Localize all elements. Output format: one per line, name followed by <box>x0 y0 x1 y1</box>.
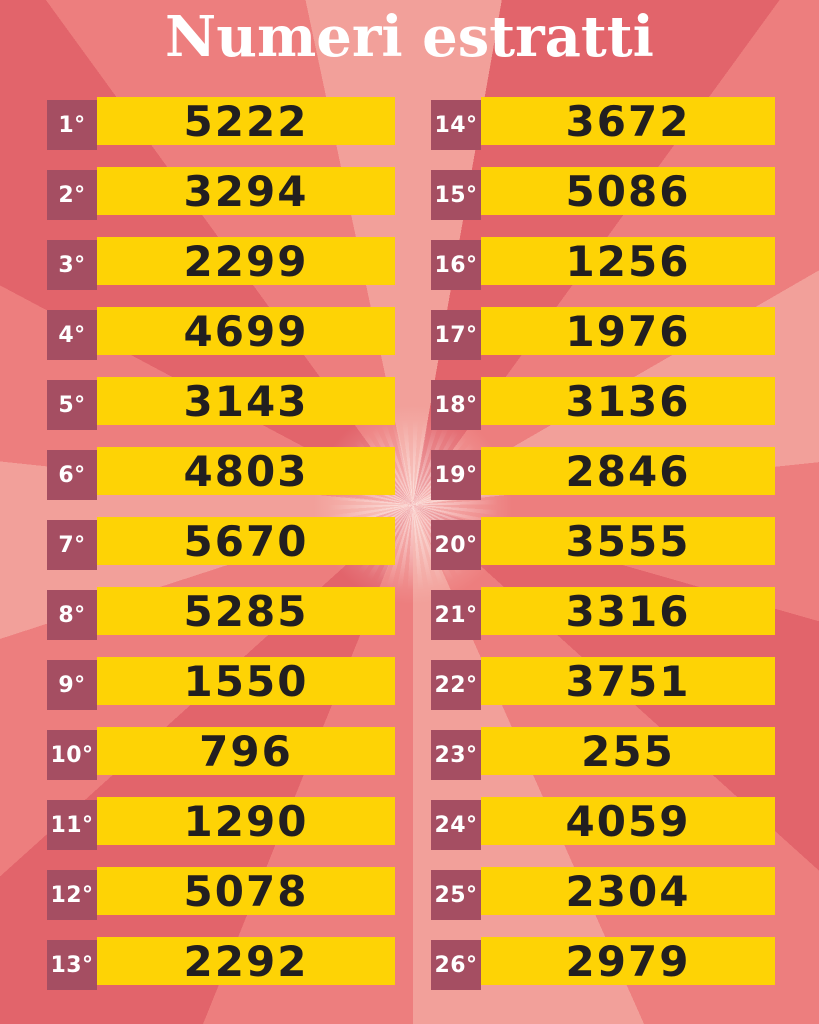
drawn-number-row: 8° 5285 <box>47 587 395 640</box>
rank-badge: 23° <box>431 730 481 780</box>
drawn-number-row: 24° 4059 <box>431 797 775 850</box>
number-plate: 2292 <box>97 937 395 986</box>
rank-badge: 11° <box>47 800 97 850</box>
number-plate: 3672 <box>481 97 775 146</box>
rank-badge: 2° <box>47 170 97 220</box>
results-column-left: 1° 5222 2° 3294 3° 2299 4° 4699 5° 3143 … <box>47 97 395 990</box>
drawn-number-row: 2° 3294 <box>47 167 395 220</box>
rank-badge: 5° <box>47 380 97 430</box>
number-plate: 5078 <box>97 867 395 916</box>
rank-badge: 26° <box>431 940 481 990</box>
number-plate: 1256 <box>481 237 775 286</box>
rank-badge: 8° <box>47 590 97 640</box>
rank-badge: 1° <box>47 100 97 150</box>
drawn-number-row: 9° 1550 <box>47 657 395 710</box>
rank-badge: 17° <box>431 310 481 360</box>
number-plate: 2979 <box>481 937 775 986</box>
drawn-number-row: 7° 5670 <box>47 517 395 570</box>
number-plate: 3316 <box>481 587 775 636</box>
drawn-number-row: 18° 3136 <box>431 377 775 430</box>
number-plate: 3136 <box>481 377 775 426</box>
rank-badge: 21° <box>431 590 481 640</box>
number-plate: 796 <box>97 727 395 776</box>
number-plate: 5086 <box>481 167 775 216</box>
drawn-number-row: 16° 1256 <box>431 237 775 290</box>
drawn-number-row: 15° 5086 <box>431 167 775 220</box>
rank-badge: 22° <box>431 660 481 710</box>
drawn-number-row: 26° 2979 <box>431 937 775 990</box>
number-plate: 4803 <box>97 447 395 496</box>
rank-badge: 25° <box>431 870 481 920</box>
rank-badge: 9° <box>47 660 97 710</box>
drawn-number-row: 10° 796 <box>47 727 395 780</box>
number-plate: 5285 <box>97 587 395 636</box>
number-plate: 3555 <box>481 517 775 566</box>
drawn-number-row: 21° 3316 <box>431 587 775 640</box>
number-plate: 2299 <box>97 237 395 286</box>
drawn-number-row: 22° 3751 <box>431 657 775 710</box>
drawn-number-row: 6° 4803 <box>47 447 395 500</box>
rank-badge: 16° <box>431 240 481 290</box>
rank-badge: 12° <box>47 870 97 920</box>
rank-badge: 13° <box>47 940 97 990</box>
number-plate: 4699 <box>97 307 395 356</box>
rank-badge: 18° <box>431 380 481 430</box>
number-plate: 3143 <box>97 377 395 426</box>
number-plate: 5670 <box>97 517 395 566</box>
rank-badge: 6° <box>47 450 97 500</box>
number-plate: 1976 <box>481 307 775 356</box>
number-plate: 1550 <box>97 657 395 706</box>
number-plate: 4059 <box>481 797 775 846</box>
drawn-number-row: 13° 2292 <box>47 937 395 990</box>
drawn-number-row: 5° 3143 <box>47 377 395 430</box>
drawn-number-row: 12° 5078 <box>47 867 395 920</box>
rank-badge: 4° <box>47 310 97 360</box>
number-plate: 2304 <box>481 867 775 916</box>
number-plate: 3751 <box>481 657 775 706</box>
rank-badge: 7° <box>47 520 97 570</box>
results-column-right: 14° 3672 15° 5086 16° 1256 17° 1976 18° … <box>431 97 775 990</box>
results-grid: 1° 5222 2° 3294 3° 2299 4° 4699 5° 3143 … <box>47 97 775 990</box>
drawn-number-row: 19° 2846 <box>431 447 775 500</box>
drawn-number-row: 1° 5222 <box>47 97 395 150</box>
number-plate: 1290 <box>97 797 395 846</box>
drawn-number-row: 11° 1290 <box>47 797 395 850</box>
number-plate: 5222 <box>97 97 395 146</box>
rank-badge: 10° <box>47 730 97 780</box>
poster-title: Numeri estratti <box>165 4 654 70</box>
drawn-number-row: 14° 3672 <box>431 97 775 150</box>
rank-badge: 14° <box>431 100 481 150</box>
rank-badge: 15° <box>431 170 481 220</box>
number-plate: 255 <box>481 727 775 776</box>
drawn-number-row: 23° 255 <box>431 727 775 780</box>
drawn-number-row: 25° 2304 <box>431 867 775 920</box>
number-plate: 3294 <box>97 167 395 216</box>
drawn-number-row: 17° 1976 <box>431 307 775 360</box>
rank-badge: 19° <box>431 450 481 500</box>
rank-badge: 24° <box>431 800 481 850</box>
rank-badge: 3° <box>47 240 97 290</box>
drawn-number-row: 20° 3555 <box>431 517 775 570</box>
drawn-number-row: 3° 2299 <box>47 237 395 290</box>
drawn-number-row: 4° 4699 <box>47 307 395 360</box>
rank-badge: 20° <box>431 520 481 570</box>
number-plate: 2846 <box>481 447 775 496</box>
